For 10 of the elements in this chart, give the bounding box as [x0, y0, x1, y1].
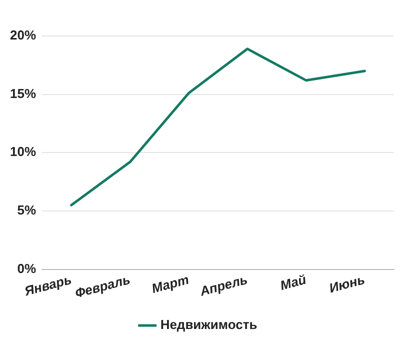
x-tick-label: Июнь: [328, 272, 366, 296]
x-tick-label: Май: [278, 272, 308, 294]
legend-label: Недвижимость: [160, 317, 258, 332]
x-tick-label: Март: [150, 272, 191, 296]
y-tick-label: 15%: [10, 86, 36, 101]
y-tick-label: 5%: [17, 202, 36, 218]
x-tick-label: Февраль: [73, 272, 132, 301]
y-tick-label: 10%: [10, 144, 36, 160]
y-tick-label: 20%: [10, 28, 36, 43]
x-tick-label: Апрель: [197, 272, 250, 300]
